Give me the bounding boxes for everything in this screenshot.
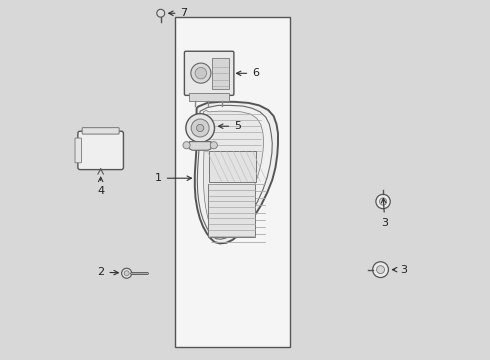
Circle shape — [191, 63, 211, 83]
FancyBboxPatch shape — [78, 131, 123, 170]
Bar — [175, 17, 290, 347]
Text: 1: 1 — [155, 173, 192, 183]
Circle shape — [183, 141, 190, 149]
Circle shape — [122, 268, 132, 278]
FancyBboxPatch shape — [75, 138, 81, 163]
FancyBboxPatch shape — [82, 128, 119, 134]
Circle shape — [157, 9, 165, 17]
Text: 4: 4 — [97, 177, 104, 196]
Polygon shape — [208, 184, 255, 237]
Circle shape — [186, 114, 215, 142]
Text: 3: 3 — [381, 198, 389, 228]
Circle shape — [376, 194, 390, 209]
Text: 6: 6 — [237, 68, 259, 78]
Text: 3: 3 — [392, 265, 407, 275]
Polygon shape — [203, 110, 264, 237]
Polygon shape — [197, 105, 272, 239]
Polygon shape — [195, 102, 278, 243]
Text: 2: 2 — [98, 267, 119, 277]
Polygon shape — [209, 151, 256, 182]
Bar — [190, 93, 229, 101]
Circle shape — [210, 141, 218, 149]
Bar — [212, 58, 229, 89]
Circle shape — [191, 119, 209, 137]
FancyBboxPatch shape — [184, 51, 234, 95]
Circle shape — [195, 67, 207, 79]
Circle shape — [373, 262, 389, 278]
Circle shape — [196, 125, 204, 132]
Circle shape — [377, 266, 385, 274]
Circle shape — [379, 198, 387, 205]
Circle shape — [124, 271, 129, 276]
Text: 7: 7 — [169, 8, 188, 18]
Polygon shape — [190, 141, 211, 150]
Text: 5: 5 — [219, 121, 241, 131]
